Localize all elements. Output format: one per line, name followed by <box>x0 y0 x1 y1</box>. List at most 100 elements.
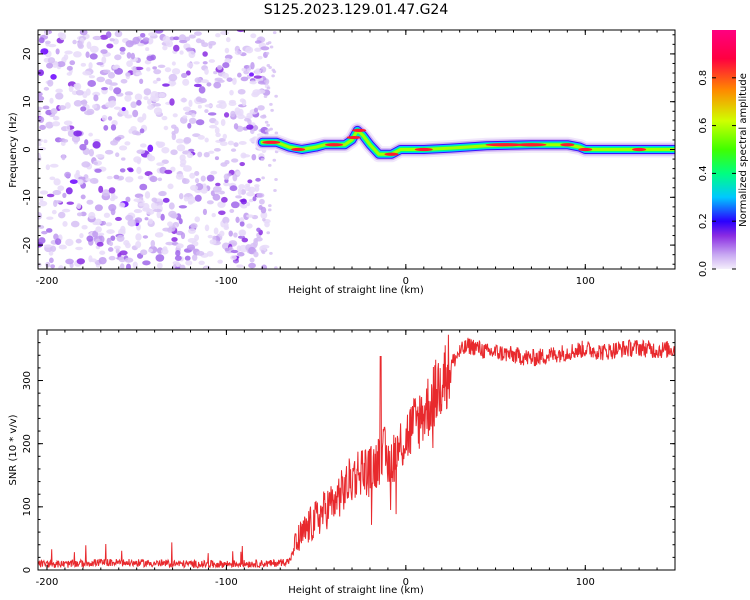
noise-speck <box>151 197 158 203</box>
noise-speck <box>95 154 105 158</box>
noise-speck <box>86 235 94 242</box>
noise-speck <box>39 196 44 203</box>
noise-speck <box>101 87 108 91</box>
snr-x-ticks: -200 -100 0 100 <box>36 330 676 588</box>
noise-speck <box>140 249 148 256</box>
noise-speck <box>171 61 176 66</box>
noise-speck <box>266 86 271 90</box>
noise-speck <box>194 216 201 223</box>
noise-speck <box>158 191 166 197</box>
noise-speck <box>236 30 245 33</box>
noise-speck <box>173 36 180 41</box>
noise-speck <box>237 188 242 196</box>
noise-speck <box>199 97 207 104</box>
noise-speck <box>79 233 84 239</box>
noise-speck <box>135 233 142 241</box>
noise-speck <box>53 178 61 186</box>
noise-speck <box>139 128 145 134</box>
noise-speck <box>150 91 159 99</box>
noise-speck <box>245 46 254 54</box>
noise-speck <box>247 179 253 184</box>
noise-speck <box>121 107 126 112</box>
noise-speck <box>266 128 271 132</box>
noise-speck <box>103 124 109 131</box>
noise-speck <box>170 149 178 156</box>
noise-speck <box>64 171 72 178</box>
noise-speck <box>209 239 217 245</box>
noise-speck <box>260 211 268 219</box>
ridge-peak <box>485 143 524 147</box>
noise-speck <box>220 118 226 127</box>
noise-speck <box>125 176 134 183</box>
spectrogram-x-tick-label: -100 <box>215 276 238 287</box>
noise-speck <box>194 194 202 202</box>
noise-speck <box>271 74 275 78</box>
noise-speck <box>236 252 245 257</box>
noise-speck <box>45 228 53 233</box>
noise-speck <box>149 175 158 183</box>
noise-speck <box>217 259 223 264</box>
noise-speck <box>70 220 80 228</box>
noise-speck <box>143 96 149 101</box>
noise-speck <box>268 66 272 70</box>
noise-speck <box>214 127 220 135</box>
noise-speck <box>55 92 64 100</box>
noise-speck <box>226 77 233 82</box>
noise-speck <box>267 208 272 212</box>
colorbar-tick-label: 0.0 <box>698 261 709 277</box>
noise-speck <box>80 62 87 67</box>
noise-speck <box>114 30 123 38</box>
noise-speck <box>245 201 251 207</box>
noise-speck <box>231 158 239 163</box>
noise-speck <box>139 183 148 191</box>
noise-speck <box>162 227 171 232</box>
noise-speck <box>130 101 137 109</box>
noise-speck <box>125 72 131 77</box>
noise-speck <box>75 169 80 176</box>
noise-speck <box>233 232 238 238</box>
noise-speck <box>51 209 57 215</box>
noise-speck <box>89 177 99 184</box>
noise-speck <box>109 38 115 42</box>
noise-speck <box>114 54 122 61</box>
noise-speck <box>230 249 239 254</box>
noise-speck <box>196 250 205 256</box>
noise-speck <box>38 116 45 123</box>
noise-speck <box>208 150 215 154</box>
noise-speck <box>107 116 113 121</box>
noise-speck <box>139 78 144 85</box>
noise-speck <box>134 66 144 71</box>
noise-speck <box>88 132 93 137</box>
noise-speck <box>116 234 125 242</box>
noise-speck <box>73 100 83 107</box>
noise-speck <box>156 162 165 167</box>
noise-speck <box>158 141 166 147</box>
noise-speck <box>248 198 254 203</box>
noise-speck <box>142 260 151 266</box>
noise-speck <box>240 198 247 205</box>
noise-speck <box>157 64 166 68</box>
noise-speck <box>154 30 164 34</box>
noise-speck <box>178 34 187 42</box>
noise-speck <box>167 221 174 227</box>
snr-y-ticks: 0 100 200 300 <box>22 329 675 573</box>
noise-speck <box>114 136 122 141</box>
noise-speck <box>189 184 199 191</box>
noise-speck <box>264 221 270 228</box>
noise-speck <box>186 244 196 251</box>
noise-speck <box>46 216 54 220</box>
noise-speck <box>89 45 99 53</box>
snr-y-tick-label: 300 <box>22 371 33 390</box>
noise-speck <box>256 227 261 232</box>
noise-speck <box>194 234 200 241</box>
noise-speck <box>168 202 175 210</box>
noise-speck <box>153 69 162 75</box>
noise-speck <box>77 179 84 185</box>
noise-speck <box>61 154 66 161</box>
noise-speck <box>58 244 67 250</box>
noise-speck <box>75 246 83 251</box>
noise-speck <box>197 151 203 158</box>
noise-speck <box>241 237 249 243</box>
noise-speck <box>58 265 64 269</box>
noise-speck <box>188 50 196 59</box>
